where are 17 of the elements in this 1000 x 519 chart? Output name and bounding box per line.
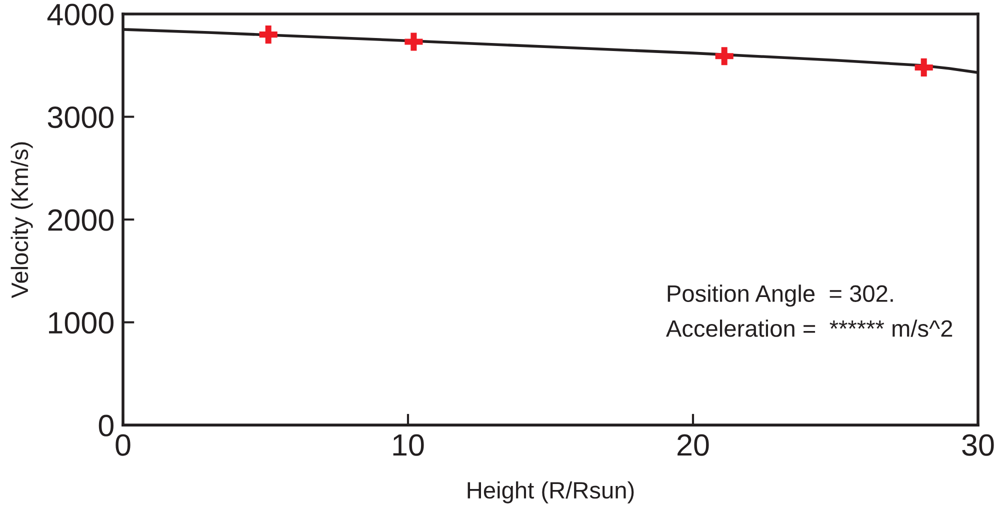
- y-tick-label: 3000: [48, 106, 114, 128]
- x-tick-label: 20: [678, 434, 709, 456]
- x-tick-label: 10: [393, 434, 424, 456]
- x-axis-title: Height (R/Rsun): [468, 481, 634, 504]
- y-tick-label: 4000: [47, 4, 114, 26]
- point: [404, 32, 423, 51]
- y-tick-label: 2000: [48, 209, 114, 231]
- y-tick-label: 0: [98, 414, 114, 436]
- x-tick-label: 30: [962, 434, 994, 456]
- annotation: Position Angle = 302.: [668, 284, 893, 307]
- y-tick-label: 1000: [49, 312, 114, 334]
- point: [259, 26, 278, 44]
- x-tick-label: 0: [116, 434, 130, 456]
- annotation: Acceleration = ****** m/s^2: [666, 320, 952, 337]
- point: [914, 58, 933, 76]
- point: [715, 47, 734, 66]
- y-axis-title: Velocity (Km/s): [10, 142, 33, 298]
